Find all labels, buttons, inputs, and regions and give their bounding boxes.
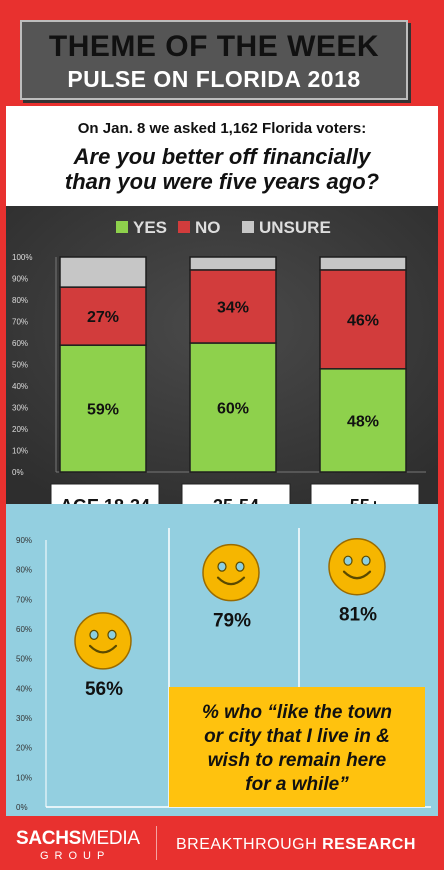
legend-label-unsure: UNSURE <box>259 218 331 237</box>
brand-thin: MEDIA <box>81 828 140 849</box>
bar-no <box>59 286 147 346</box>
financial-chart-panel: YES NO UNSURE 0% 10% 20% 30% 40% 50% 60% 70% 80% 90… <box>6 206 438 527</box>
y-tick-label: 20% <box>16 744 32 753</box>
y-tick-label: 20% <box>12 425 28 434</box>
data-label-yes: 48% <box>347 413 379 430</box>
y-tick-label: 50% <box>12 361 28 370</box>
legend-label-yes: YES <box>133 218 167 237</box>
y-tick-label: 90% <box>12 275 28 284</box>
y-tick-label: 10% <box>12 447 28 456</box>
y-tick-label: 70% <box>12 318 28 327</box>
y-tick-label: 70% <box>16 595 32 604</box>
data-label-yes: 59% <box>87 402 119 419</box>
y-tick-label: 60% <box>12 339 28 348</box>
smiley-face-icon <box>202 543 260 602</box>
header: THEME OF THE WEEK PULSE ON FLORIDA 2018 <box>6 6 438 106</box>
tagline-thin: BREAKTHROUGH <box>176 836 323 853</box>
smiley-face-icon <box>74 612 132 670</box>
category-label: 55+ <box>350 496 381 504</box>
footer: SACHSMEDIA GROUP BREAKTHROUGH RESEARCH <box>0 816 444 870</box>
smiley-chart: 0%10%20%30%40%50%60%70%80%90% 56%79% 81% … <box>16 528 431 812</box>
legend-label-no: NO <box>195 218 221 237</box>
bar-unsure <box>189 256 277 271</box>
legend-swatch-unsure <box>242 221 254 233</box>
data-label-no: 46% <box>347 312 379 329</box>
brand-bold: SACHS <box>16 828 82 849</box>
y-tick-label: 40% <box>16 684 32 693</box>
legend-swatch-yes <box>116 221 128 233</box>
tagline-bold: RESEARCH <box>322 836 416 853</box>
smiley-value-label: 79% <box>213 611 251 632</box>
question-panel: On Jan. 8 we asked 1,162 Florida voters:… <box>6 106 438 206</box>
infographic-frame: THEME OF THE WEEK PULSE ON FLORIDA 2018 … <box>6 6 438 816</box>
y-tick-label: 0% <box>16 803 28 812</box>
question-intro: On Jan. 8 we asked 1,162 Florida voters: <box>77 120 367 137</box>
data-label-no: 27% <box>87 309 119 326</box>
data-label-yes: 60% <box>217 401 249 418</box>
y-tick-label: 30% <box>12 404 28 413</box>
bar-unsure <box>319 256 407 271</box>
y-tick-label: 10% <box>16 773 32 782</box>
question-line-1: Are you better off financially <box>73 144 371 169</box>
y-tick-label: 30% <box>16 714 32 723</box>
legend-swatch-no <box>178 221 190 233</box>
note-box <box>169 687 425 807</box>
data-label-no: 34% <box>217 299 249 316</box>
question-text: Are you better off financially than you … <box>6 144 438 194</box>
town-chart-panel: 0% 10% 20% 30% 40% 50% 60% 70% 80% 90% 56% 79% 81% … <box>6 504 438 816</box>
footer-divider <box>156 826 157 860</box>
brand-logo: SACHSMEDIA <box>16 828 140 850</box>
y-tick-label: 60% <box>16 625 32 634</box>
bar-yes <box>59 344 147 473</box>
note-line: for a while” <box>245 774 349 795</box>
smiley-value-label: 81% <box>339 605 377 626</box>
bar-unsure <box>59 256 147 288</box>
note-line: or city that I live in & <box>204 726 390 747</box>
smiley-face-icon <box>328 537 386 596</box>
y-tick-label: 50% <box>16 655 32 664</box>
category-label: AGE 18-34 <box>60 496 150 504</box>
page-subtitle: PULSE ON FLORIDA 2018 <box>67 66 361 92</box>
stacked-bar-chart: YES NO UNSURE 0% 10% 20% 30% 40% 50% 60% 70% 80% 90… <box>6 206 438 527</box>
note-line: wish to remain here <box>208 750 387 771</box>
y-tick-label: 0% <box>12 468 24 477</box>
category-label: 35-54 <box>213 496 259 504</box>
question-line-2: than you were five years ago? <box>64 169 380 194</box>
brand-sub: GROUP <box>40 850 111 862</box>
y-tick-label: 40% <box>12 382 28 391</box>
y-tick-label: 80% <box>16 566 32 575</box>
y-tick-label: 90% <box>16 536 32 545</box>
page-title: THEME OF THE WEEK <box>48 30 380 63</box>
note-line: % who “like the town <box>202 702 392 723</box>
footer-tagline: BREAKTHROUGH RESEARCH <box>176 836 416 854</box>
y-tick-label: 100% <box>12 253 32 262</box>
title-box: THEME OF THE WEEK PULSE ON FLORIDA 2018 <box>20 20 408 100</box>
smiley-value-label: 56% <box>85 679 123 700</box>
y-tick-label: 80% <box>12 296 28 305</box>
